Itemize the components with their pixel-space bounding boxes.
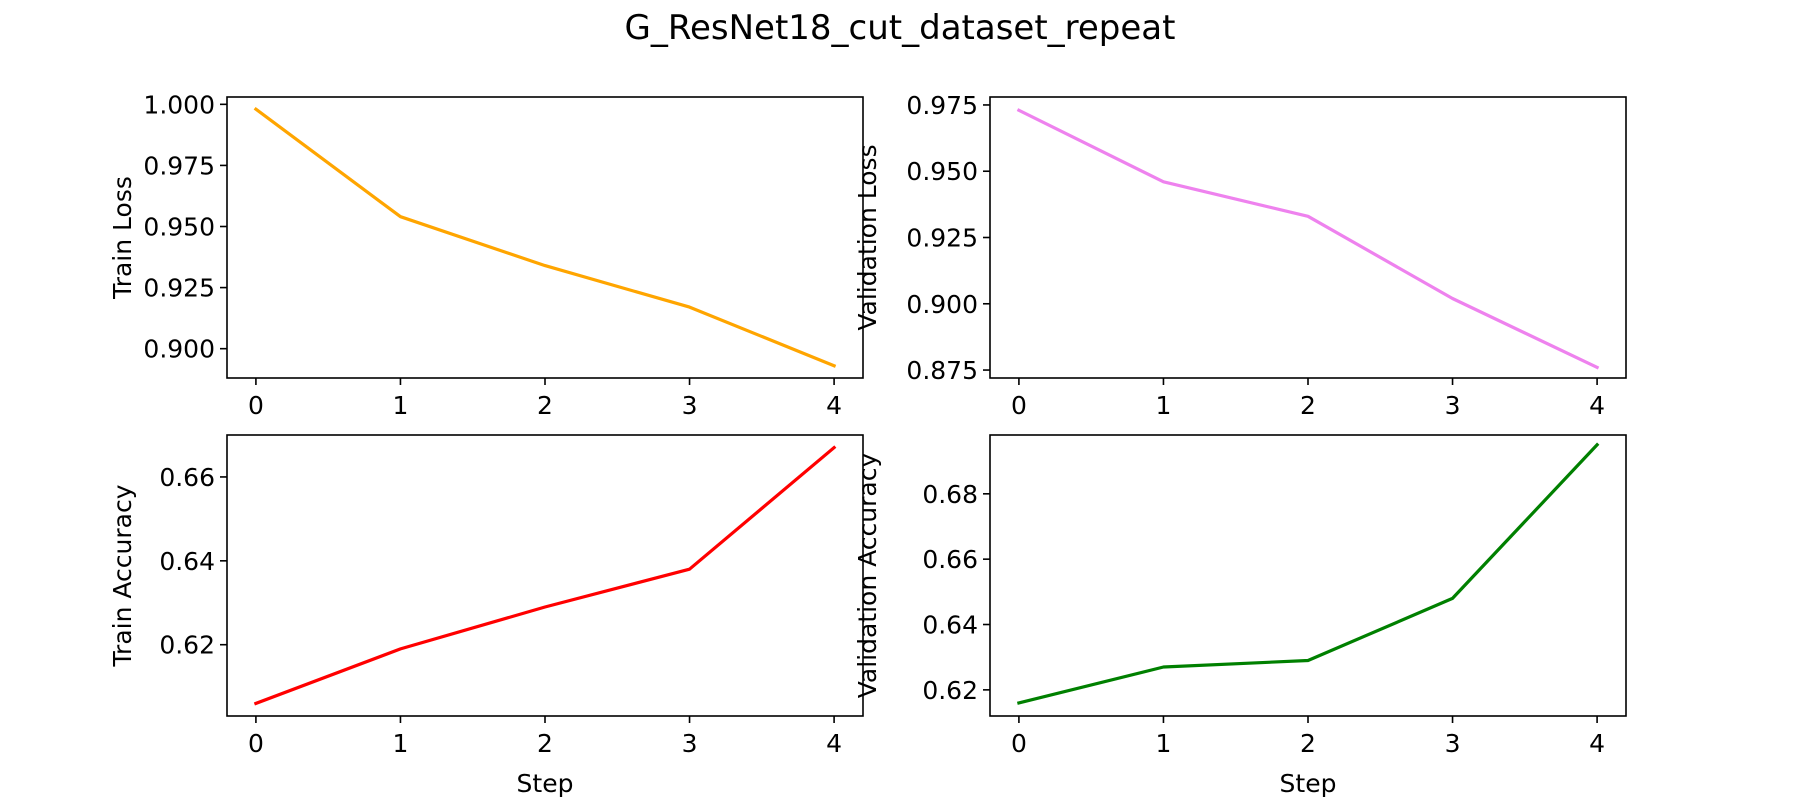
x-axis-label: Step (1280, 769, 1337, 798)
y-tick-label: 0.66 (922, 545, 978, 574)
x-tick-label: 1 (393, 391, 409, 420)
x-tick-label: 1 (1156, 391, 1172, 420)
y-tick-label: 0.950 (143, 213, 215, 242)
y-tick-label: 0.66 (159, 463, 215, 492)
y-tick-label: 0.68 (922, 480, 978, 509)
axes-frame-validation-accuracy (989, 434, 1627, 717)
series-line-train-loss (253, 106, 837, 368)
y-axis-label: Validation Accuracy (853, 453, 882, 699)
x-tick-label: 2 (537, 391, 553, 420)
x-tick-label: 0 (248, 391, 264, 420)
x-tick-label: 4 (1589, 729, 1605, 758)
x-tick-label: 0 (1011, 391, 1027, 420)
figure-title: G_ResNet18_cut_dataset_repeat (624, 8, 1176, 48)
subplot-validation-accuracy: 0 1 2 3 4 0.62 0.64 0.66 0.68 Validation Accuracy… (853, 434, 1627, 798)
x-tick-label: 0 (1011, 729, 1027, 758)
x-tick-label: 3 (1445, 391, 1461, 420)
x-tick-label: 2 (537, 729, 553, 758)
x-tick-label: 4 (826, 729, 842, 758)
y-tick-label: 1.000 (143, 90, 215, 119)
y-tick-label: 0.64 (922, 611, 978, 640)
y-tick-label: 0.900 (906, 290, 978, 319)
x-tick-label: 1 (1156, 729, 1172, 758)
x-tick-label: 3 (682, 729, 698, 758)
y-tick-label: 0.875 (906, 356, 978, 385)
subplot-validation-loss: 0 1 2 3 4 0.875 0.900 0.925 0.950 0.975 Validation… (853, 91, 1627, 420)
series-line-validation-loss (1016, 108, 1600, 370)
y-tick-label: 0.950 (906, 157, 978, 186)
y-tick-label: 0.975 (143, 151, 215, 180)
x-tick-label: 4 (826, 391, 842, 420)
y-axis-label: Train Accuracy (108, 484, 137, 667)
y-tick-label: 0.925 (906, 224, 978, 253)
series-line-validation-accuracy (1016, 442, 1600, 705)
x-tick-label: 3 (1445, 729, 1461, 758)
y-tick-label: 0.900 (143, 335, 215, 364)
y-axis-label: Validation Loss (853, 144, 882, 330)
x-tick-label: 2 (1300, 729, 1316, 758)
y-tick-label: 0.62 (159, 631, 215, 660)
y-axis-label: Train Loss (108, 176, 137, 300)
y-tick-label: 0.975 (906, 91, 978, 120)
axes-frame-train-accuracy (226, 434, 864, 717)
subplot-train-accuracy: 0 1 2 3 4 0.62 0.64 0.66 Train Accuracy Step (108, 434, 864, 798)
x-tick-label: 2 (1300, 391, 1316, 420)
axes-frame-train-loss (226, 96, 864, 379)
x-tick-label: 3 (682, 391, 698, 420)
series-line-train-accuracy (253, 445, 837, 706)
x-tick-label: 4 (1589, 391, 1605, 420)
x-axis-label: Step (517, 769, 574, 798)
x-tick-label: 1 (393, 729, 409, 758)
y-tick-label: 0.62 (922, 676, 978, 705)
y-tick-label: 0.64 (159, 547, 215, 576)
subplot-train-loss: 0 1 2 3 4 0.900 0.925 0.950 0.975 1.000 Train Loss (108, 90, 864, 420)
x-tick-label: 0 (248, 729, 264, 758)
y-tick-label: 0.925 (143, 274, 215, 303)
